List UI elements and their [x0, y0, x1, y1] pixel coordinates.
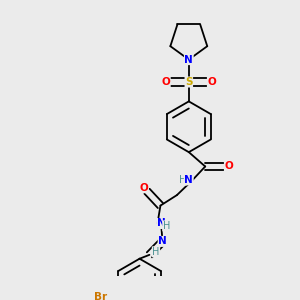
- Text: O: O: [224, 161, 233, 172]
- Text: S: S: [185, 77, 193, 87]
- Text: Br: Br: [94, 292, 107, 300]
- Text: H: H: [163, 221, 170, 231]
- Text: N: N: [184, 175, 193, 185]
- Text: O: O: [140, 183, 148, 193]
- Text: N: N: [158, 236, 167, 246]
- Text: N: N: [184, 55, 193, 64]
- Text: O: O: [161, 77, 170, 87]
- Text: O: O: [207, 77, 216, 87]
- Text: H: H: [152, 247, 160, 257]
- Text: H: H: [179, 175, 187, 185]
- Text: N: N: [157, 218, 165, 229]
